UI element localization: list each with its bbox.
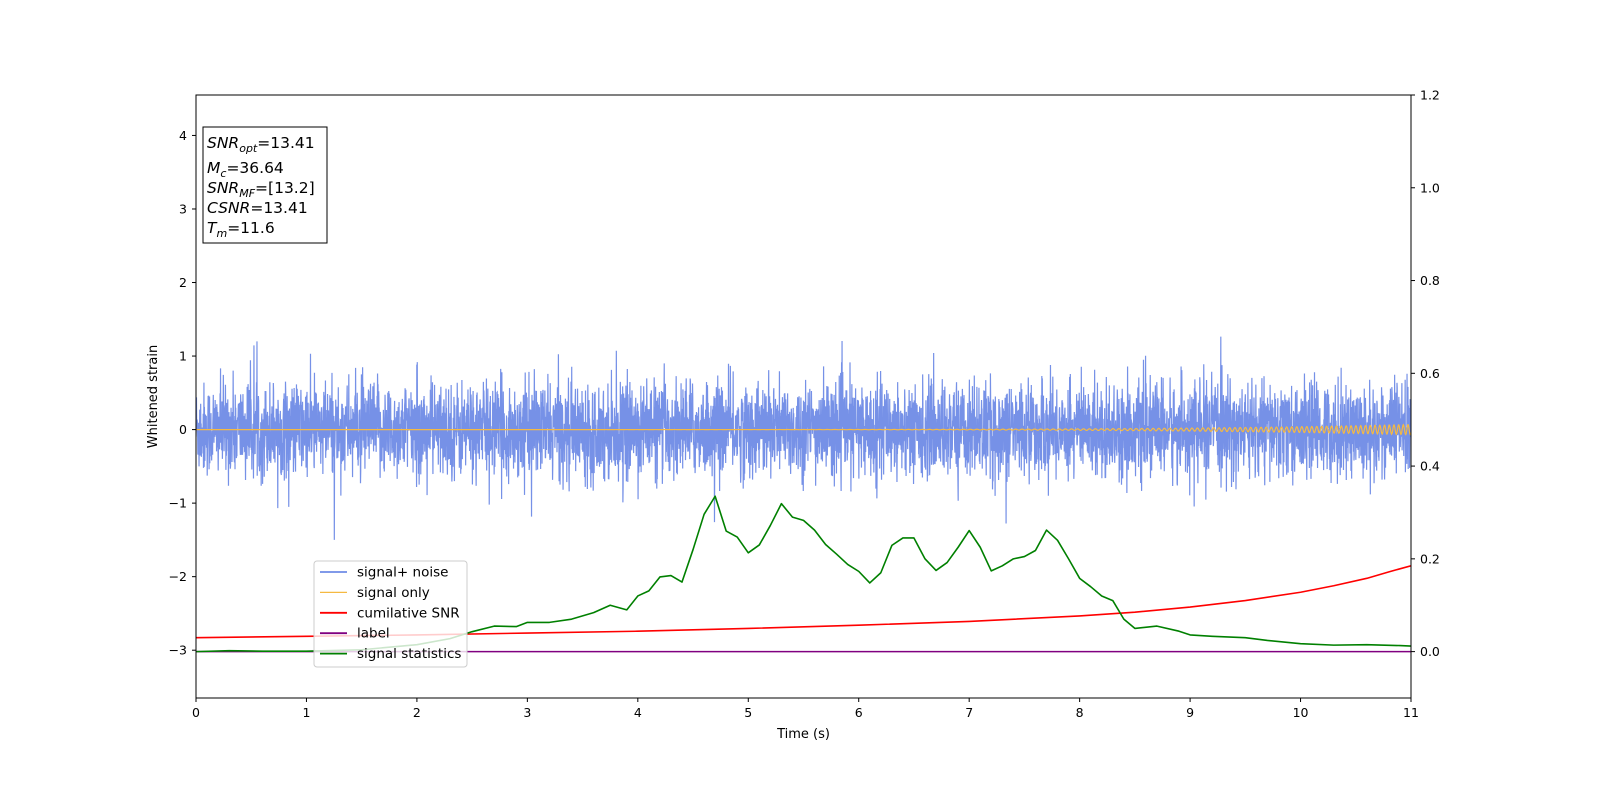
y-left-tick-label: −1 (169, 496, 187, 511)
y-right-tick-label: 0.4 (1420, 459, 1440, 474)
x-axis-label: Time (s) (776, 727, 830, 742)
x-tick-label: 3 (523, 705, 531, 720)
x-tick-label: 7 (965, 705, 973, 720)
y-right-tick-label: 0.0 (1420, 644, 1440, 659)
legend-entry-label: signal+ noise (357, 565, 448, 581)
y-left-tick-label: 1 (179, 349, 187, 364)
legend-entry-label: signal statistics (357, 646, 461, 662)
stats-line: Mc=36.64 (207, 159, 284, 180)
x-tick-label: 8 (1076, 705, 1084, 720)
y-axis-left: −3 −2 −1 0 1 2 3 4 (169, 128, 196, 658)
series-line-cumilative-snr (196, 565, 1411, 639)
y-axis-label: Whitened strain (146, 345, 161, 448)
y-left-tick-label: 4 (179, 128, 187, 143)
series-signal-noise (196, 336, 1411, 540)
x-tick-label: 0 (192, 705, 200, 720)
legend: signal+ noise signal only cumilative SNR la… (313, 560, 468, 668)
stats-line: SNRMF=[13.2] (207, 179, 315, 200)
legend-frame (313, 560, 468, 668)
series-line-signal-statistics (196, 495, 1411, 653)
stats-line: CSNR=13.41 (207, 199, 308, 217)
legend-entry-label: cumilative SNR (357, 605, 460, 621)
y-right-tick-label: 1.0 (1420, 180, 1440, 195)
stats-box: SNRopt=13.41 Mc=36.64SNRMF=[13.2]CSNR=13.… (202, 126, 328, 244)
y-right-tick-label: 0.2 (1420, 551, 1440, 566)
x-tick-label: 5 (744, 705, 752, 720)
x-tick-label: 10 (1293, 705, 1309, 720)
y-right-tick-label: 1.2 (1420, 88, 1440, 103)
stats-line: SNRopt=13.41 (207, 134, 315, 155)
x-tick-label: 11 (1403, 705, 1419, 720)
y-axis-right: 0.0 0.2 0.4 0.6 0.8 1.0 1.2 (1411, 88, 1440, 659)
x-tick-label: 9 (1186, 705, 1194, 720)
x-tick-label: 4 (634, 705, 642, 720)
y-left-tick-label: −3 (169, 643, 187, 658)
stats-box-frame (202, 126, 328, 244)
y-right-tick-label: 0.6 (1420, 366, 1440, 381)
legend-entry-label: signal only (357, 585, 430, 601)
y-left-tick-label: 3 (179, 201, 187, 216)
x-tick-label: 1 (302, 705, 310, 720)
y-left-tick-label: −2 (169, 569, 187, 584)
series-line-signal-noise (196, 336, 1411, 540)
series-signal-only (196, 423, 1411, 436)
x-tick-label: 6 (855, 705, 863, 720)
x-tick-label: 2 (413, 705, 421, 720)
y-left-tick-label: 2 (179, 275, 187, 290)
legend-entry-label: label (357, 626, 390, 642)
stats-line: Tm=11.6 (207, 219, 275, 240)
series-line-signal-only (196, 423, 1411, 436)
y-left-tick-label: 0 (179, 422, 187, 437)
y-right-tick-label: 0.8 (1420, 273, 1440, 288)
plot-frame (195, 94, 1412, 699)
x-axis: 0 1 2 3 4 5 6 7 8 9 10 11 (192, 698, 1419, 720)
